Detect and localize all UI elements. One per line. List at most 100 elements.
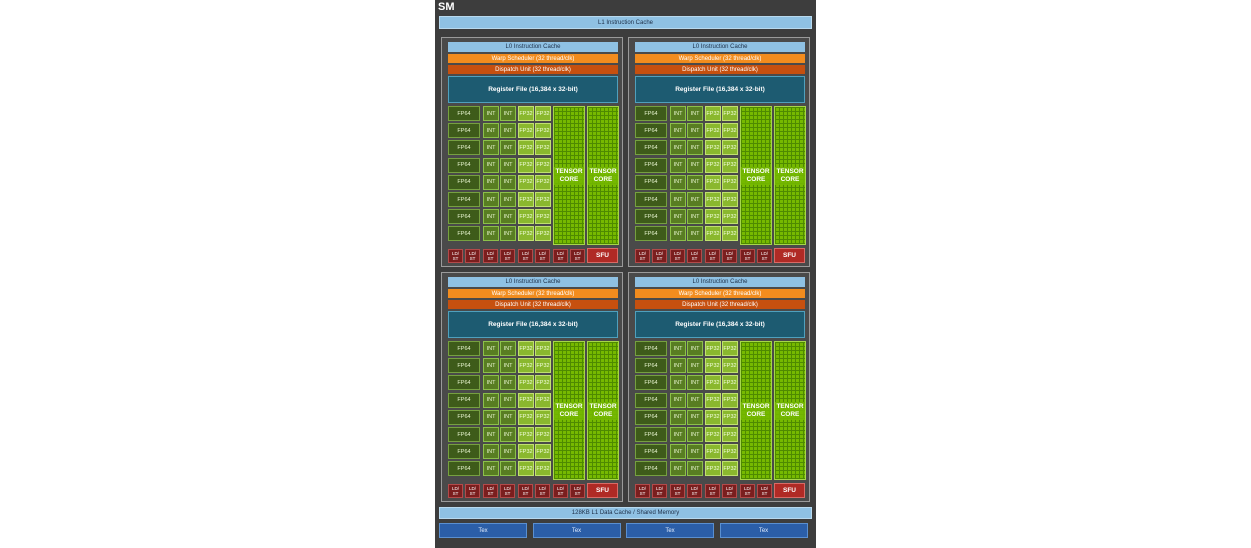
int-core: INT — [500, 140, 516, 156]
int-core: INT — [687, 106, 703, 121]
fp64-core: FP64 — [635, 106, 667, 121]
texture-unit: Tex — [626, 523, 714, 538]
int-core: INT — [687, 341, 703, 356]
int-core: INT — [500, 106, 516, 121]
fp32-core: FP32 — [535, 392, 551, 408]
ld-st-unit: LD/ ST — [553, 249, 568, 263]
fp32-core: FP32 — [535, 358, 551, 374]
fp32-core: FP32 — [722, 392, 738, 408]
fp64-core: FP64 — [635, 375, 667, 391]
tensor-core: TENSOR CORE — [553, 341, 585, 480]
fp32-core: FP32 — [705, 140, 721, 156]
ld-st-unit: LD/ ST — [635, 484, 650, 498]
ld-st-unit: LD/ ST — [635, 249, 650, 263]
processing-block: L0 Instruction Cache Warp Scheduler (32 t… — [441, 272, 623, 502]
tensor-core: TENSOR CORE — [587, 106, 619, 245]
tensor-core: TENSOR CORE — [774, 106, 806, 245]
fp32-core: FP32 — [722, 123, 738, 139]
int-core: INT — [687, 461, 703, 477]
fp32-core: FP32 — [518, 192, 534, 207]
int-core: INT — [670, 106, 686, 121]
int-core: INT — [500, 409, 516, 425]
int-core: INT — [483, 358, 499, 374]
int-core: INT — [483, 409, 499, 425]
tensor-core: TENSOR CORE — [774, 341, 806, 480]
int-core: INT — [687, 375, 703, 391]
int-core: INT — [483, 392, 499, 408]
tensor-core-label: TENSOR CORE — [775, 166, 805, 185]
int-core: INT — [500, 358, 516, 374]
int-core: INT — [687, 123, 703, 139]
fp32-core: FP32 — [518, 209, 534, 225]
fp32-core: FP32 — [705, 106, 721, 121]
int-core: INT — [670, 123, 686, 139]
fp32-core: FP32 — [722, 427, 738, 442]
sfu-unit: SFU — [774, 483, 805, 498]
fp64-core: FP64 — [448, 106, 480, 121]
int-core: INT — [483, 427, 499, 442]
int-core: INT — [500, 392, 516, 408]
fp64-core: FP64 — [448, 226, 480, 242]
fp32-core: FP32 — [705, 358, 721, 374]
fp32-core: FP32 — [518, 123, 534, 139]
ld-st-unit: LD/ ST — [705, 249, 720, 263]
tensor-core: TENSOR CORE — [740, 106, 772, 245]
warp-scheduler: Warp Scheduler (32 thread/clk) — [448, 289, 618, 298]
fp32-core: FP32 — [518, 392, 534, 408]
ld-st-unit: LD/ ST — [705, 484, 720, 498]
ld-st-unit: LD/ ST — [757, 249, 772, 263]
register-file: Register File (16,384 x 32-bit) — [635, 76, 805, 103]
fp32-core: FP32 — [705, 226, 721, 242]
fp32-core: FP32 — [722, 409, 738, 425]
ld-st-unit: LD/ ST — [535, 484, 550, 498]
fp32-core: FP32 — [705, 461, 721, 477]
streaming-multiprocessor: SM L1 Instruction Cache L0 Instruction C… — [435, 0, 816, 548]
fp32-core: FP32 — [705, 409, 721, 425]
int-core: INT — [670, 461, 686, 477]
fp32-core: FP32 — [535, 209, 551, 225]
fp32-core: FP32 — [535, 427, 551, 442]
int-core: INT — [483, 461, 499, 477]
tensor-core-label: TENSOR CORE — [588, 166, 618, 185]
fp32-core: FP32 — [535, 140, 551, 156]
int-core: INT — [500, 123, 516, 139]
fp32-core: FP32 — [705, 192, 721, 207]
fp32-core: FP32 — [535, 226, 551, 242]
int-core: INT — [483, 192, 499, 207]
fp32-core: FP32 — [722, 209, 738, 225]
fp32-core: FP32 — [722, 106, 738, 121]
ld-st-unit: LD/ ST — [652, 484, 667, 498]
l0-instruction-cache: L0 Instruction Cache — [635, 42, 805, 52]
int-core: INT — [670, 140, 686, 156]
fp32-core: FP32 — [535, 444, 551, 460]
l0-instruction-cache: L0 Instruction Cache — [635, 277, 805, 287]
int-core: INT — [500, 209, 516, 225]
fp32-core: FP32 — [722, 174, 738, 190]
fp32-core: FP32 — [535, 461, 551, 477]
fp32-core: FP32 — [705, 375, 721, 391]
int-core: INT — [670, 192, 686, 207]
fp32-core: FP32 — [518, 461, 534, 477]
fp64-core: FP64 — [448, 140, 480, 156]
fp32-core: FP32 — [518, 409, 534, 425]
int-core: INT — [483, 157, 499, 173]
fp32-core: FP32 — [518, 226, 534, 242]
tensor-core: TENSOR CORE — [587, 341, 619, 480]
sfu-unit: SFU — [587, 248, 618, 263]
fp64-core: FP64 — [635, 192, 667, 207]
fp32-core: FP32 — [535, 375, 551, 391]
int-core: INT — [500, 444, 516, 460]
register-file: Register File (16,384 x 32-bit) — [635, 311, 805, 338]
dispatch-unit: Dispatch Unit (32 thread/clk) — [448, 300, 618, 309]
int-core: INT — [670, 209, 686, 225]
warp-scheduler: Warp Scheduler (32 thread/clk) — [635, 54, 805, 63]
ld-st-unit: LD/ ST — [500, 249, 515, 263]
l1-instruction-cache: L1 Instruction Cache — [439, 16, 812, 29]
int-core: INT — [687, 392, 703, 408]
ld-st-unit: LD/ ST — [465, 249, 480, 263]
fp64-core: FP64 — [635, 226, 667, 242]
ld-st-unit: LD/ ST — [740, 484, 755, 498]
fp32-core: FP32 — [722, 461, 738, 477]
fp64-core: FP64 — [635, 444, 667, 460]
fp32-core: FP32 — [518, 375, 534, 391]
